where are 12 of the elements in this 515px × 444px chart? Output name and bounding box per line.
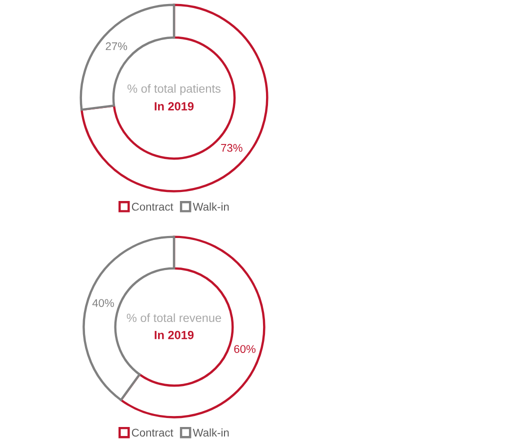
legend-label: Contract — [132, 428, 174, 437]
text: In 2019 — [154, 102, 194, 110]
data-label: 73% — [221, 144, 242, 152]
text: % of total patients — [128, 84, 220, 96]
legend-label: Walk-in — [192, 202, 229, 211]
text: In 2019 — [154, 330, 194, 340]
text: % of total revenue — [126, 313, 222, 322]
legend-label: Walk-in — [192, 428, 229, 437]
data-label: 27% — [106, 42, 128, 50]
legend-label: Contract — [132, 202, 174, 211]
data-label: 60% — [234, 345, 256, 353]
data-label: 40% — [92, 299, 114, 307]
